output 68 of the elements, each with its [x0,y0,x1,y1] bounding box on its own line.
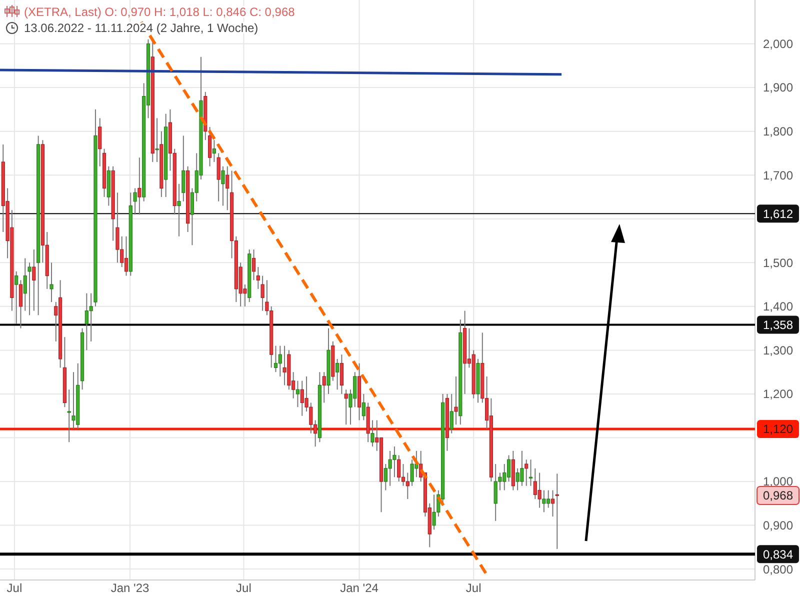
candlestick [274,345,278,373]
candlestick [296,380,300,408]
ref-line-label: 0,834 [762,547,794,562]
candlestick [14,270,18,324]
y-tick-label: 1,900 [762,80,794,95]
ref-line-label: 1,612 [762,206,794,221]
x-tick-label: Jul [6,581,22,595]
candlestick [524,459,528,486]
candlestick [138,157,142,215]
candlestick [208,126,212,167]
candlestick [23,258,27,312]
candlestick [528,459,533,486]
candlestick [216,152,220,202]
y-tick-label: 2,000 [762,36,794,51]
text: 0,968 [762,488,794,503]
candlestick [260,275,264,312]
y-tick-label: 1,400 [762,300,794,314]
candlestick [226,166,230,211]
candlestick [340,354,344,394]
candlestick [124,236,128,276]
y-tick-label: 0,800 [762,562,794,576]
candlestick [362,393,366,421]
candlestick [98,118,102,167]
candlestick [538,472,542,508]
candlestick [28,262,32,316]
candlestick [450,393,454,434]
x-tick-label: Jan '23 [110,581,150,595]
candlestick [32,249,36,312]
candlestick [256,266,260,290]
y-tick-label: 1,300 [762,343,794,358]
candlestick [221,166,225,206]
y-tick-label: 1,700 [762,168,794,182]
candlestick [406,472,410,500]
y-tick-label: 0,900 [762,518,794,532]
x-tick-label: Jan '24 [340,581,379,595]
candlestick [177,183,181,237]
x-tick-label: Jul [466,581,482,595]
candlestick [278,345,282,377]
y-tick-label: 1,200 [762,387,794,402]
ref-line-label: 1,120 [762,422,794,436]
candlestick [133,188,137,215]
candlestick [401,464,406,486]
y-tick-label: 1,800 [762,124,794,139]
candlestick [155,118,159,162]
candlestick [72,372,76,430]
candlestick [18,280,23,329]
candlestick [252,249,256,281]
y-tick-label: 1,000 [762,474,794,489]
candlestick [550,490,555,518]
candlestick [370,420,374,447]
candlestick [555,473,559,550]
candlestick [322,372,326,404]
candlestick [542,490,546,513]
text: (XETRA, Last) O: 0,970 H: 1,018 L: 0,846 C: 0,968 [24,5,296,19]
candlestick [336,358,340,390]
candlestick [67,389,71,443]
candlestick [212,140,216,162]
candlestick [506,454,511,482]
y-tick-label: 1,500 [762,256,794,270]
candlestick [344,389,348,426]
candlestick [397,454,401,482]
x-tick-label: Jul [236,581,252,595]
candlestick [50,262,54,303]
ref-line-label: 1,358 [762,318,794,332]
candlestick [116,192,120,264]
candlestick [182,135,186,202]
candlestick [454,376,458,426]
candlestick [89,292,93,342]
